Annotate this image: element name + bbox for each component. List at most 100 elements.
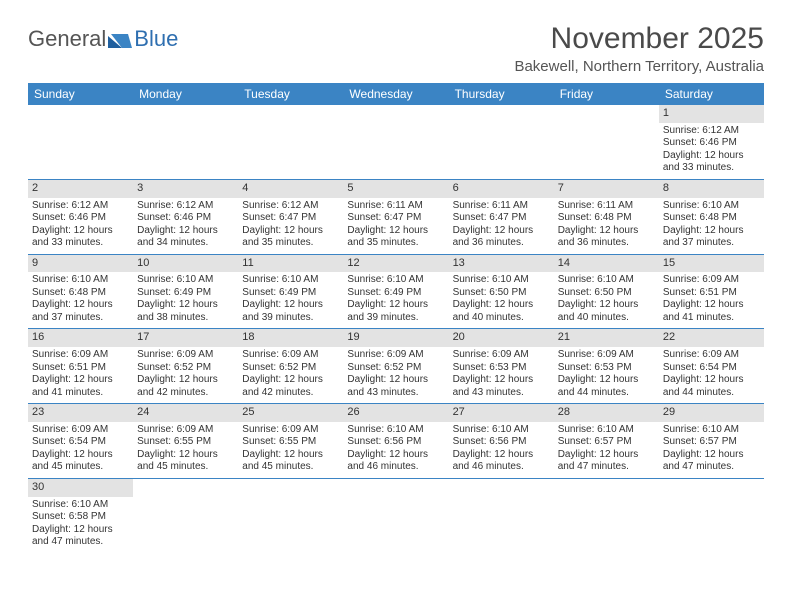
day-cell: 22Sunrise: 6:09 AMSunset: 6:54 PMDayligh… [659,329,764,403]
day-body: Sunrise: 6:10 AMSunset: 6:49 PMDaylight:… [238,274,343,324]
sunset-line: Sunset: 6:47 PM [453,212,550,225]
empty-cell [449,479,554,553]
day-number: 25 [238,404,343,422]
day-cell: 12Sunrise: 6:10 AMSunset: 6:49 PMDayligh… [343,255,448,329]
day-body: Sunrise: 6:10 AMSunset: 6:57 PMDaylight:… [659,424,764,474]
day-cell: 15Sunrise: 6:09 AMSunset: 6:51 PMDayligh… [659,255,764,329]
daylight-line: Daylight: 12 hours and 40 minutes. [453,299,550,324]
sunset-line: Sunset: 6:49 PM [242,287,339,300]
sunrise-line: Sunrise: 6:10 AM [242,274,339,287]
day-number: 10 [133,255,238,273]
sunrise-line: Sunrise: 6:10 AM [663,424,760,437]
sunset-line: Sunset: 6:56 PM [347,436,444,449]
sunrise-line: Sunrise: 6:11 AM [558,200,655,213]
day-number: 16 [28,329,133,347]
sunset-line: Sunset: 6:49 PM [137,287,234,300]
daylight-line: Daylight: 12 hours and 40 minutes. [558,299,655,324]
weekday-label: Tuesday [238,83,343,105]
day-number: 1 [659,105,764,123]
day-body: Sunrise: 6:09 AMSunset: 6:52 PMDaylight:… [238,349,343,399]
sunset-line: Sunset: 6:55 PM [242,436,339,449]
day-number: 21 [554,329,659,347]
day-body: Sunrise: 6:09 AMSunset: 6:54 PMDaylight:… [659,349,764,399]
sunrise-line: Sunrise: 6:10 AM [137,274,234,287]
sunrise-line: Sunrise: 6:10 AM [558,424,655,437]
brand-part1: General [28,26,106,52]
weekday-label: Wednesday [343,83,448,105]
sunset-line: Sunset: 6:48 PM [32,287,129,300]
daylight-line: Daylight: 12 hours and 36 minutes. [558,225,655,250]
sunset-line: Sunset: 6:54 PM [32,436,129,449]
day-body: Sunrise: 6:12 AMSunset: 6:47 PMDaylight:… [238,200,343,250]
sunset-line: Sunset: 6:55 PM [137,436,234,449]
day-body: Sunrise: 6:09 AMSunset: 6:55 PMDaylight:… [238,424,343,474]
day-cell: 3Sunrise: 6:12 AMSunset: 6:46 PMDaylight… [133,180,238,254]
day-cell: 4 Sunrise: 6:12 AMSunset: 6:47 PMDaylight… [238,180,343,254]
weekday-header: SundayMondayTuesdayWednesdayThursdayFrid… [28,83,764,105]
sunset-line: Sunset: 6:50 PM [558,287,655,300]
location: Bakewell, Northern Territory, Australia [514,58,764,75]
day-cell: 10Sunrise: 6:10 AMSunset: 6:49 PMDayligh… [133,255,238,329]
sunrise-line: Sunrise: 6:09 AM [663,274,760,287]
brand-logo: General Blue [28,22,178,52]
week-row: 9Sunrise: 6:10 AMSunset: 6:48 PMDaylight… [28,255,764,330]
day-body: Sunrise: 6:09 AMSunset: 6:52 PMDaylight:… [343,349,448,399]
day-cell: 16Sunrise: 6:09 AMSunset: 6:51 PMDayligh… [28,329,133,403]
sunset-line: Sunset: 6:51 PM [32,362,129,375]
sunrise-line: Sunrise: 6:10 AM [347,274,444,287]
daylight-line: Daylight: 12 hours and 46 minutes. [453,449,550,474]
day-body: Sunrise: 6:12 AMSunset: 6:46 PMDaylight:… [28,200,133,250]
day-number: 9 [28,255,133,273]
day-number: 26 [343,404,448,422]
empty-cell [28,105,133,179]
sunset-line: Sunset: 6:53 PM [558,362,655,375]
daylight-line: Daylight: 12 hours and 37 minutes. [32,299,129,324]
sunset-line: Sunset: 6:57 PM [663,436,760,449]
empty-cell [133,479,238,553]
sunset-line: Sunset: 6:52 PM [137,362,234,375]
day-body: Sunrise: 6:10 AMSunset: 6:48 PMDaylight:… [28,274,133,324]
weekday-label: Monday [133,83,238,105]
day-cell: 11Sunrise: 6:10 AMSunset: 6:49 PMDayligh… [238,255,343,329]
empty-cell [449,105,554,179]
sunset-line: Sunset: 6:48 PM [663,212,760,225]
daylight-line: Daylight: 12 hours and 41 minutes. [32,374,129,399]
day-cell: 6Sunrise: 6:11 AMSunset: 6:47 PMDaylight… [449,180,554,254]
day-number: 2 [28,180,133,198]
daylight-line: Daylight: 12 hours and 42 minutes. [137,374,234,399]
sunset-line: Sunset: 6:48 PM [558,212,655,225]
day-number: 23 [28,404,133,422]
day-cell: 2 Sunrise: 6:12 AMSunset: 6:46 PMDaylight… [28,180,133,254]
empty-cell [238,105,343,179]
sunrise-line: Sunrise: 6:10 AM [347,424,444,437]
sunrise-line: Sunrise: 6:09 AM [453,349,550,362]
sunset-line: Sunset: 6:58 PM [32,511,129,524]
day-cell: 9Sunrise: 6:10 AMSunset: 6:48 PMDaylight… [28,255,133,329]
daylight-line: Daylight: 12 hours and 46 minutes. [347,449,444,474]
day-number: 19 [343,329,448,347]
day-cell: 5Sunrise: 6:11 AMSunset: 6:47 PMDaylight… [343,180,448,254]
day-body: Sunrise: 6:09 AMSunset: 6:53 PMDaylight:… [554,349,659,399]
day-number: 30 [28,479,133,497]
day-number: 4 [238,180,343,198]
day-body: Sunrise: 6:11 AMSunset: 6:47 PMDaylight:… [449,200,554,250]
empty-cell [238,479,343,553]
daylight-line: Daylight: 12 hours and 45 minutes. [137,449,234,474]
sunrise-line: Sunrise: 6:09 AM [242,424,339,437]
day-cell: 19 Sunrise: 6:09 AMSunset: 6:52 PMDayligh… [343,329,448,403]
weekday-label: Friday [554,83,659,105]
day-number: 8 [659,180,764,198]
daylight-line: Daylight: 12 hours and 33 minutes. [663,150,760,175]
day-body: Sunrise: 6:12 AMSunset: 6:46 PMDaylight:… [133,200,238,250]
sunrise-line: Sunrise: 6:12 AM [137,200,234,213]
empty-cell [554,105,659,179]
day-body: Sunrise: 6:09 AMSunset: 6:51 PMDaylight:… [659,274,764,324]
sunset-line: Sunset: 6:47 PM [347,212,444,225]
sunrise-line: Sunrise: 6:12 AM [242,200,339,213]
day-number: 5 [343,180,448,198]
weekday-label: Sunday [28,83,133,105]
day-body: Sunrise: 6:10 AMSunset: 6:58 PMDaylight:… [28,499,133,549]
sunrise-line: Sunrise: 6:09 AM [558,349,655,362]
day-cell: 17Sunrise: 6:09 AMSunset: 6:52 PMDayligh… [133,329,238,403]
header: General Blue November 2025 Bakewell, Nor… [28,22,764,75]
